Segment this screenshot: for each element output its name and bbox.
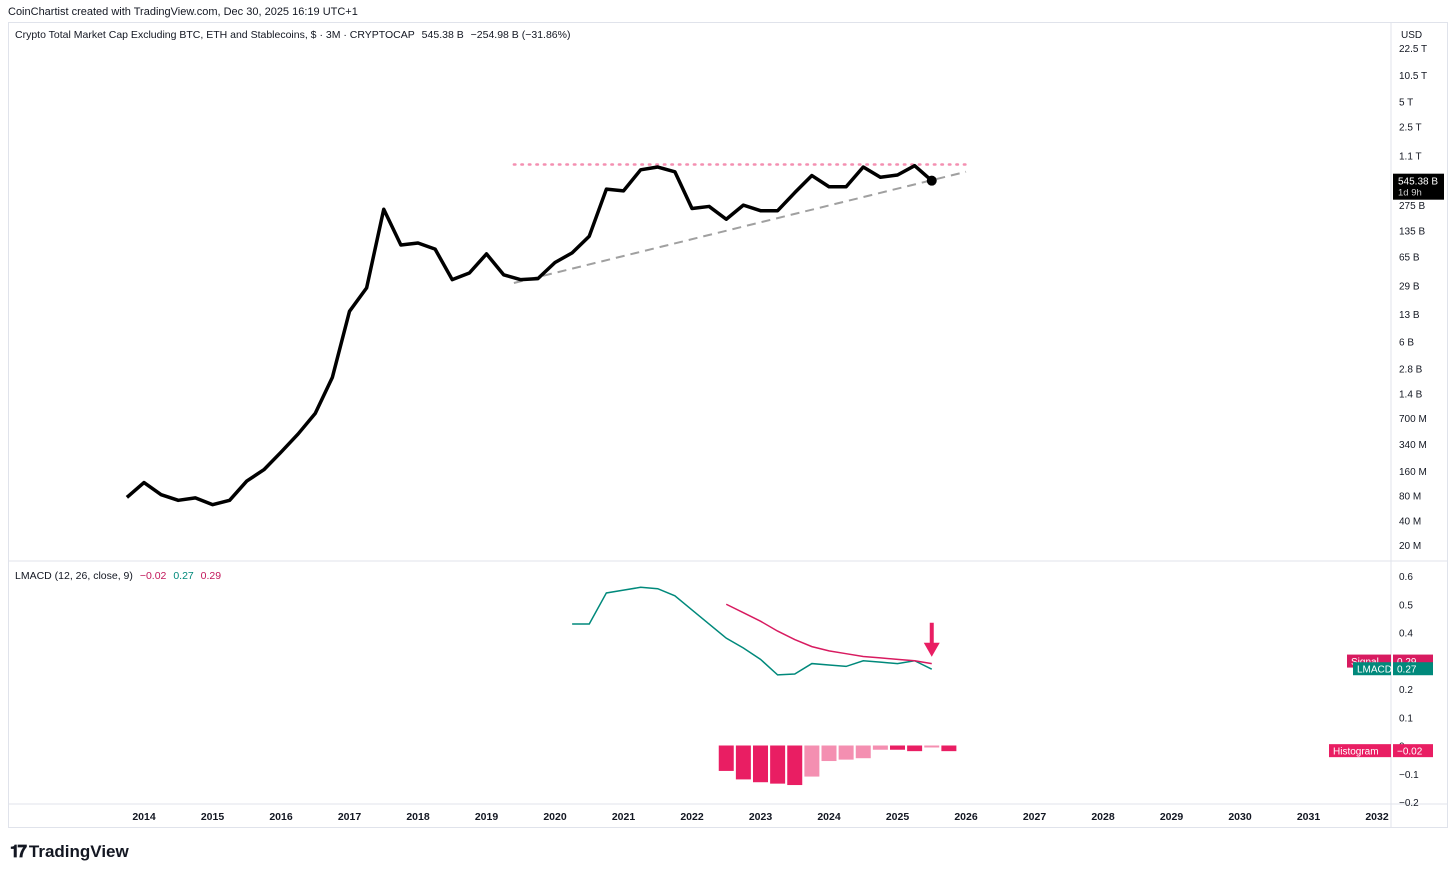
x-tick-label: 2030 <box>1228 811 1252 823</box>
x-tick-label: 2020 <box>543 811 567 823</box>
side-label-box <box>1329 744 1391 758</box>
lmacd-legend: LMACD (12, 26, close, 9) −0.02 0.27 0.29 <box>15 570 225 582</box>
side-label-value: −0.02 <box>1397 747 1423 758</box>
y-tick-label: 20 M <box>1399 541 1421 552</box>
x-tick-label: 2018 <box>406 811 430 823</box>
y-tick-label: 2.8 B <box>1399 365 1423 376</box>
x-tick-label: 2016 <box>269 811 293 823</box>
osc-y-tick-label: −0.1 <box>1399 770 1419 781</box>
y-tick-label: 6 B <box>1399 338 1414 349</box>
x-tick-label: 2028 <box>1091 811 1115 823</box>
x-tick-label: 2027 <box>1023 811 1047 823</box>
y-tick-label: 340 M <box>1399 440 1427 451</box>
x-tick-label: 2031 <box>1297 811 1321 823</box>
main-legend: Crypto Total Market Cap Excluding BTC, E… <box>15 29 574 41</box>
y-tick-label: 10.5 T <box>1399 71 1427 82</box>
y-tick-label: 160 M <box>1399 467 1427 478</box>
x-tick-label: 2024 <box>817 811 841 823</box>
histogram-bar <box>838 745 854 760</box>
lmacd-legend-name: LMACD (12, 26, close, 9) <box>15 570 133 582</box>
histogram-bar <box>804 745 820 777</box>
y-tick-label: 275 B <box>1399 201 1425 212</box>
lmacd-legend-hist: −0.02 <box>139 570 167 582</box>
main-legend-change: −254.98 B (−31.86%) <box>470 29 571 41</box>
y-tick-label: 29 B <box>1399 281 1420 292</box>
x-tick-label: 2014 <box>132 811 156 823</box>
histogram-bar <box>718 745 734 771</box>
histogram-bar <box>770 745 786 784</box>
osc-y-tick-label: −0.2 <box>1399 798 1419 809</box>
histogram-bar <box>890 745 905 750</box>
side-label-value-box <box>1393 662 1433 676</box>
signal-line <box>725 603 932 665</box>
x-tick-label: 2019 <box>475 811 499 823</box>
x-tick-label: 2017 <box>338 811 362 823</box>
price-tag-countdown: 1d 9h <box>1398 188 1422 199</box>
price-tag-value: 545.38 B <box>1398 177 1438 188</box>
price-tag-box <box>1393 173 1444 200</box>
x-tick-label: 2015 <box>201 811 225 823</box>
x-tick-label: 2022 <box>680 811 704 823</box>
x-tick-label: 2025 <box>886 811 910 823</box>
side-label-value-box <box>1393 744 1433 758</box>
osc-y-tick-label: 0.4 <box>1399 629 1413 640</box>
osc-y-tick-label: 0.5 <box>1399 600 1413 611</box>
osc-y-tick-label: 0.1 <box>1399 713 1413 724</box>
tradingview-icon: 𝟏𝟕 <box>10 842 27 861</box>
histogram-bar <box>924 745 940 748</box>
last-price-dot <box>926 175 937 186</box>
side-label-name: LMACD <box>1357 665 1392 676</box>
lmacd-line <box>572 586 933 676</box>
side-label-value: 0.27 <box>1397 665 1417 676</box>
y-tick-label: 135 B <box>1399 226 1425 237</box>
down-arrow-icon <box>923 642 940 657</box>
osc-y-tick-label: 0.6 <box>1399 572 1413 583</box>
histogram-bar <box>753 745 768 783</box>
y-tick-label: 2.5 T <box>1399 122 1422 133</box>
y-tick-label: 40 M <box>1399 516 1421 527</box>
currency-label: USD <box>1401 30 1422 41</box>
histogram-bar <box>907 745 923 752</box>
y-tick-label: 5 T <box>1399 98 1413 109</box>
y-tick-label: 80 M <box>1399 492 1421 503</box>
histogram-bar <box>787 745 803 786</box>
histogram-bar <box>872 745 888 750</box>
x-tick-label: 2026 <box>954 811 978 823</box>
chart-svg[interactable]: USD 22.5 T 10.5 T 5 T 2.5 T 1.1 T 275 B 135 B 65… <box>0 0 1456 840</box>
x-tick-label: 2029 <box>1160 811 1184 823</box>
brand-name: TradingView <box>28 842 129 861</box>
side-label-box <box>1353 662 1391 676</box>
x-tick-label: 2023 <box>749 811 773 823</box>
histogram-bar <box>855 745 871 759</box>
attribution-text: CoinChartist created with TradingView.co… <box>8 6 358 18</box>
y-tick-label: 1.1 T <box>1399 152 1422 163</box>
price-line <box>125 163 933 507</box>
main-legend-title: Crypto Total Market Cap Excluding BTC, E… <box>15 29 415 41</box>
lmacd-legend-signal: 0.29 <box>200 570 222 582</box>
y-tick-label: 22.5 T <box>1399 44 1427 55</box>
support-trendline <box>513 170 967 284</box>
main-legend-price: 545.38 B <box>421 29 464 41</box>
y-tick-label: 13 B <box>1399 310 1420 321</box>
side-label-name: Histogram <box>1333 747 1379 758</box>
lmacd-legend-lmacd: 0.27 <box>173 570 194 582</box>
tradingview-logo[interactable]: 𝟏𝟕 TradingView <box>10 842 129 862</box>
chart-frame <box>8 22 1448 828</box>
osc-y-tick-label: 0.2 <box>1399 685 1413 696</box>
histogram-bar <box>941 745 957 752</box>
x-tick-label: 2021 <box>612 811 636 823</box>
histogram-bar <box>735 745 751 780</box>
y-tick-label: 65 B <box>1399 253 1420 264</box>
y-tick-label: 700 M <box>1399 414 1427 425</box>
y-tick-label: 1.4 B <box>1399 389 1423 400</box>
x-tick-label: 2032 <box>1365 811 1389 823</box>
histogram-bar <box>821 745 837 762</box>
